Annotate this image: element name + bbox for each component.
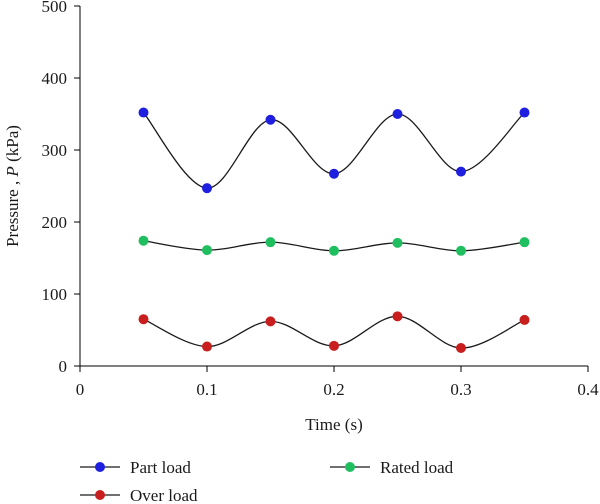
data-point-over-load (329, 340, 339, 351)
x-tick-label: 0.2 (323, 380, 344, 399)
x-axis-ticks: 0 0.1 0.2 0.3 0.4 (76, 366, 599, 399)
legend-marker (345, 462, 355, 472)
data-point-rated-load (329, 245, 339, 256)
legend-marker (95, 490, 105, 500)
x-tick-label: 0.1 (196, 380, 217, 399)
legend-item-rated-load: Rated load (330, 458, 454, 477)
y-axis-title: Pressure , P (kPa) (3, 125, 22, 247)
series-rated-load (138, 235, 530, 256)
legend-marker (95, 462, 105, 472)
data-point-over-load (138, 314, 149, 325)
series-part-load (138, 107, 530, 194)
plot-area: 0 0.1 0.2 0.3 0.4 0 100 200 300 400 500 (42, 0, 600, 399)
legend-item-over-load: Over load (80, 486, 198, 504)
data-point-over-load (519, 314, 530, 325)
data-point-part-load (138, 107, 149, 118)
data-point-part-load (202, 183, 212, 194)
y-tick-label: 100 (42, 285, 68, 304)
data-point-rated-load (265, 237, 276, 248)
data-point-rated-load (202, 245, 212, 256)
data-point-part-load (392, 109, 403, 119)
x-tick-label: 0.4 (577, 380, 599, 399)
data-point-part-load (329, 168, 339, 179)
y-tick-label: 400 (42, 69, 68, 88)
data-point-rated-load (138, 235, 149, 246)
data-point-part-load (265, 114, 276, 125)
legend-label: Rated load (380, 458, 454, 477)
y-tick-label: 0 (59, 357, 68, 376)
data-point-rated-load (456, 245, 466, 256)
data-point-over-load (265, 316, 276, 327)
x-axis-title: Time (s) (305, 415, 362, 434)
y-axis-title-unit: (kPa) (3, 125, 22, 166)
legend-label: Part load (130, 458, 191, 477)
y-tick-label: 300 (42, 141, 68, 160)
data-point-over-load (456, 343, 466, 353)
data-point-rated-load (519, 237, 530, 248)
legend-item-part-load: Part load (80, 458, 191, 477)
data-point-part-load (456, 166, 466, 177)
data-point-part-load (519, 107, 530, 118)
legend: Part load Rated load Over load (80, 458, 454, 504)
y-axis-title-symbol: P (3, 166, 22, 177)
y-tick-label: 200 (42, 213, 68, 232)
series-layer (138, 107, 530, 353)
series-over-load (138, 311, 530, 353)
y-axis-ticks: 0 100 200 300 400 500 (42, 0, 80, 376)
data-point-over-load (202, 341, 212, 352)
legend-label: Over load (130, 486, 198, 504)
data-point-rated-load (392, 237, 403, 248)
x-tick-label: 0.3 (450, 380, 471, 399)
x-tick-label: 0 (76, 380, 85, 399)
y-axis-title-prefix: Pressure , (3, 177, 22, 247)
y-tick-label: 500 (42, 0, 68, 16)
data-point-over-load (392, 311, 403, 322)
